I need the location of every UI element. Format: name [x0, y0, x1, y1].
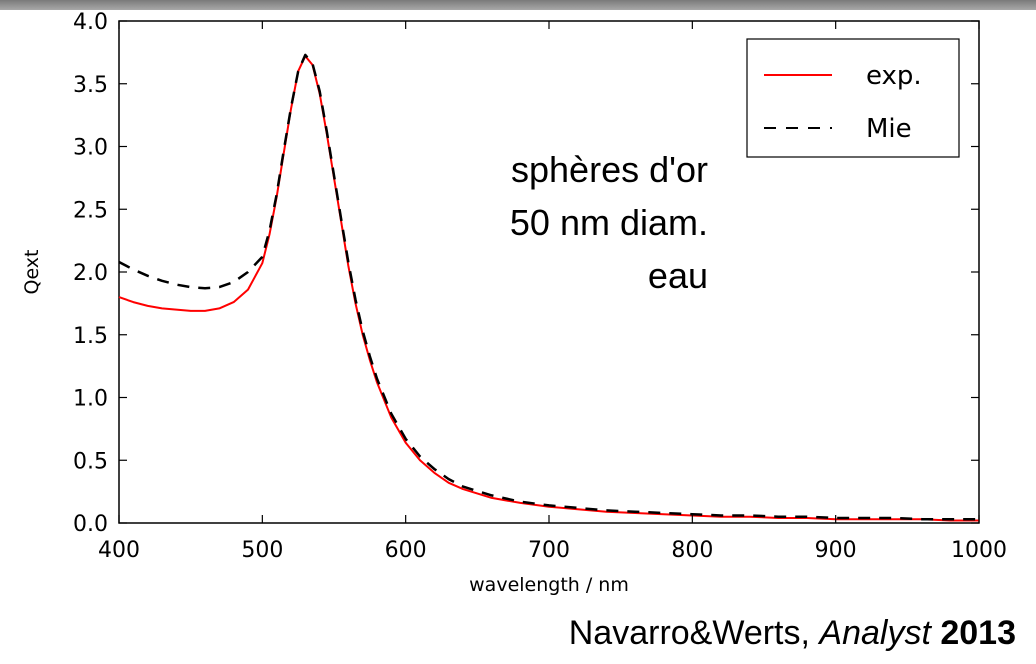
y-tick-label: 0.0: [73, 512, 108, 537]
annotation: sphères d'or 50 nm diam. eau: [510, 149, 708, 296]
x-axis-label: wavelength / nm: [469, 574, 629, 596]
x-tick-label: 900: [815, 538, 857, 563]
series-line-mie: [118, 53, 979, 521]
y-tick-label: 3.5: [73, 73, 108, 98]
x-tick-label: 1000: [951, 538, 1007, 563]
annotation-line-3: eau: [648, 255, 708, 296]
citation-authors: Navarro&Werts,: [568, 614, 820, 652]
x-tick-label: 700: [528, 538, 570, 563]
y-tick-label: 2.5: [73, 198, 108, 223]
top-bar: [0, 0, 1036, 10]
y-tick-label: 3.0: [73, 136, 108, 161]
y-axis-label: Qext: [21, 249, 43, 294]
ticks-layer: [118, 20, 980, 524]
legend: exp. Mie: [746, 38, 960, 158]
citation-year: 2013: [940, 614, 1016, 652]
citation: Navarro&Werts, Analyst 2013: [569, 614, 1016, 653]
annotation-line-2: 50 nm diam.: [510, 202, 708, 243]
chart: 400 500 600 700 800 900 1000 0.0 0.5 1.0 1.5 2.0 2.5…: [21, 10, 1007, 596]
legend-label-mie: Mie: [866, 114, 912, 144]
x-tick-label: 500: [241, 538, 283, 563]
x-tick-label: 400: [98, 538, 140, 563]
citation-journal: Analyst: [819, 614, 931, 652]
x-tick-label: 800: [671, 538, 713, 563]
x-tick-label: 600: [385, 538, 427, 563]
y-tick-label: 1.0: [73, 387, 108, 412]
annotation-line-1: sphères d'or: [511, 149, 708, 190]
y-tick-label: 0.5: [73, 449, 108, 474]
legend-label-exp: exp.: [866, 61, 922, 91]
y-tick-label: 1.5: [73, 324, 108, 349]
legend-frame: [746, 38, 960, 158]
y-tick-label: 4.0: [73, 10, 108, 35]
y-tick-label: 2.0: [73, 261, 108, 286]
series-layer: [118, 53, 979, 522]
tick-labels-layer: 400 500 600 700 800 900 1000 0.0 0.5 1.0 1.5 2.0 2.5…: [73, 10, 1007, 563]
